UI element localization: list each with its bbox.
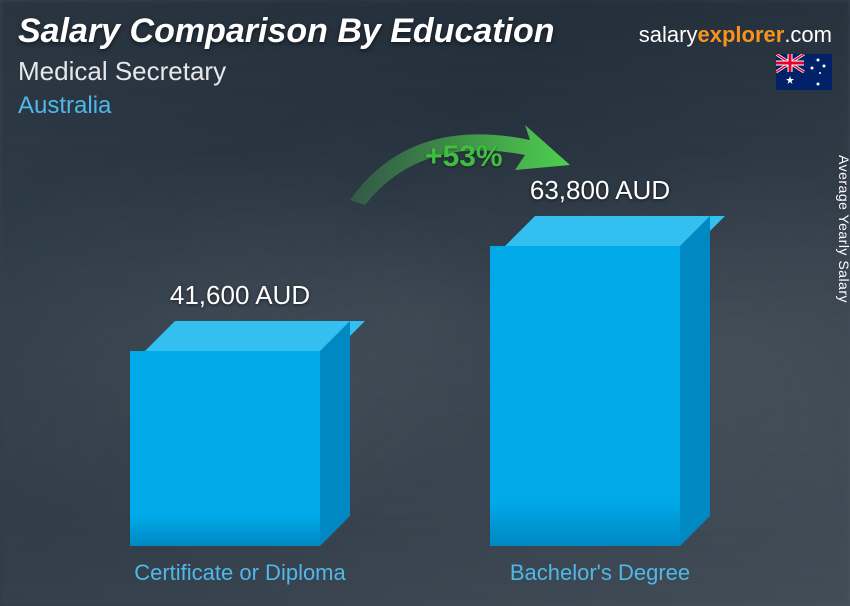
chart-title: Salary Comparison By Education [18, 12, 555, 51]
bar-side-face [680, 216, 710, 546]
brand-prefix: salary [639, 22, 698, 47]
brand-suffix: explorer [697, 22, 784, 47]
bar-category-label: Certificate or Diploma [90, 560, 390, 586]
chart-subtitle: Medical Secretary [18, 56, 226, 87]
percentage-increase-label: +53% [425, 140, 503, 174]
bar-value-label: 41,600 AUD [120, 280, 360, 311]
brand-tld: .com [784, 22, 832, 47]
y-axis-label: Average Yearly Salary [836, 155, 850, 303]
chart-country: Australia [18, 92, 111, 120]
increase-arrow: +53% [330, 110, 610, 230]
bar-category-label: Bachelor's Degree [450, 560, 750, 586]
bar-chart: 41,600 AUD Certificate or Diploma 63,800… [60, 140, 790, 546]
bar-front-face [130, 351, 320, 546]
bar-side-face [320, 321, 350, 546]
infographic-container: Salary Comparison By Education Medical S… [0, 0, 850, 606]
australia-flag-icon [776, 54, 832, 90]
bar-front-face [490, 246, 680, 546]
brand-logo-text: salaryexplorer.com [639, 22, 832, 48]
